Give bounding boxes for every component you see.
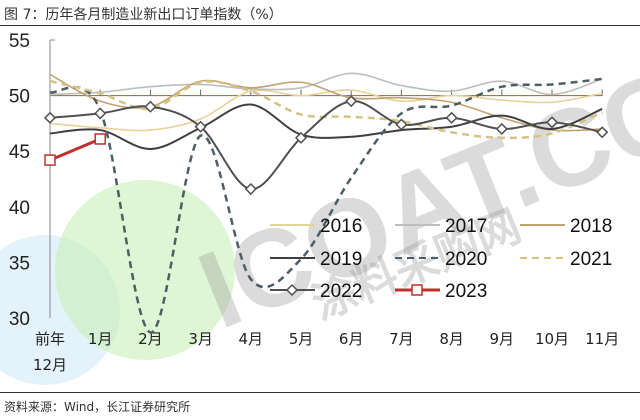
data-point-2022: [294, 131, 308, 144]
legend-label: 2016: [320, 216, 362, 237]
y-tick-label: 40: [9, 198, 30, 219]
series-line-2021: [49, 79, 603, 140]
data-point-2022: [194, 120, 207, 133]
data-point-2022: [495, 122, 508, 136]
data-point-2022: [43, 111, 57, 124]
data-point-2022: [144, 100, 157, 113]
y-tick-label: 30: [9, 309, 30, 330]
x-tick-label: 11月: [585, 330, 619, 348]
data-point-2023: [44, 154, 56, 166]
x-tick-label: 8月: [439, 330, 464, 348]
y-tick-label: 55: [9, 31, 30, 52]
series-line-2020: [49, 77, 603, 334]
x-tick-label: 3月: [188, 330, 213, 348]
data-point-2022: [94, 107, 107, 120]
y-tick-label: 45: [9, 142, 30, 163]
y-tick-label: 50: [9, 87, 30, 108]
x-tick-label: 9月: [490, 330, 515, 348]
legend-label: 2023: [445, 281, 487, 302]
x-tick-label: 12月: [33, 356, 67, 374]
legend-marker: [285, 283, 299, 297]
x-tick-label: 2月: [138, 330, 163, 348]
data-point-2022: [395, 118, 408, 131]
data-point-2022: [596, 126, 609, 139]
figure-title: 图 7：历年各月制造业新出口订单指数（%）: [4, 7, 283, 23]
x-tick-label: 5月: [289, 330, 314, 348]
source-note: 资料来源：Wind，长江证券研究所: [4, 400, 191, 414]
x-tick-label: 6月: [339, 330, 364, 348]
data-point-2022: [345, 95, 358, 108]
legend-item-2018: 2018: [520, 216, 612, 237]
data-point-2022: [445, 111, 458, 124]
source-divider: [0, 392, 640, 393]
data-point-2022: [244, 182, 257, 196]
legend-item-2020: 2020: [395, 249, 487, 270]
legend-label: 2019: [320, 249, 362, 270]
x-tick-label: 1月: [88, 330, 113, 348]
x-tick-label: 7月: [389, 330, 414, 348]
series-line-2016: [49, 89, 603, 132]
series-line-2017: [49, 72, 603, 96]
legend-label: 2020: [445, 249, 487, 270]
legend-label: 2022: [320, 281, 362, 302]
series-line-2019: [49, 103, 603, 150]
x-tick-label: 4月: [239, 330, 264, 348]
data-point-2022: [545, 116, 559, 129]
legend-item-2017: 2017: [395, 216, 487, 237]
series-line-2023: [49, 137, 101, 162]
legend-item-2021: 2021: [520, 249, 612, 270]
x-tick-label: 10月: [535, 330, 569, 348]
title-divider: [0, 25, 640, 26]
legend-label: 2017: [445, 216, 487, 237]
watermark-text: ICOAT.CC: [183, 47, 640, 353]
legend-label: 2021: [570, 249, 612, 270]
legend-item-2019: 2019: [270, 249, 362, 270]
watermark-circle-green: [55, 180, 235, 360]
x-tick-label: 前年: [35, 330, 65, 348]
y-tick-label: 35: [9, 253, 30, 274]
legend-marker: [411, 284, 423, 296]
legend-item-2016: 2016: [270, 216, 362, 237]
data-point-2023: [94, 133, 106, 145]
legend-label: 2018: [570, 216, 612, 237]
